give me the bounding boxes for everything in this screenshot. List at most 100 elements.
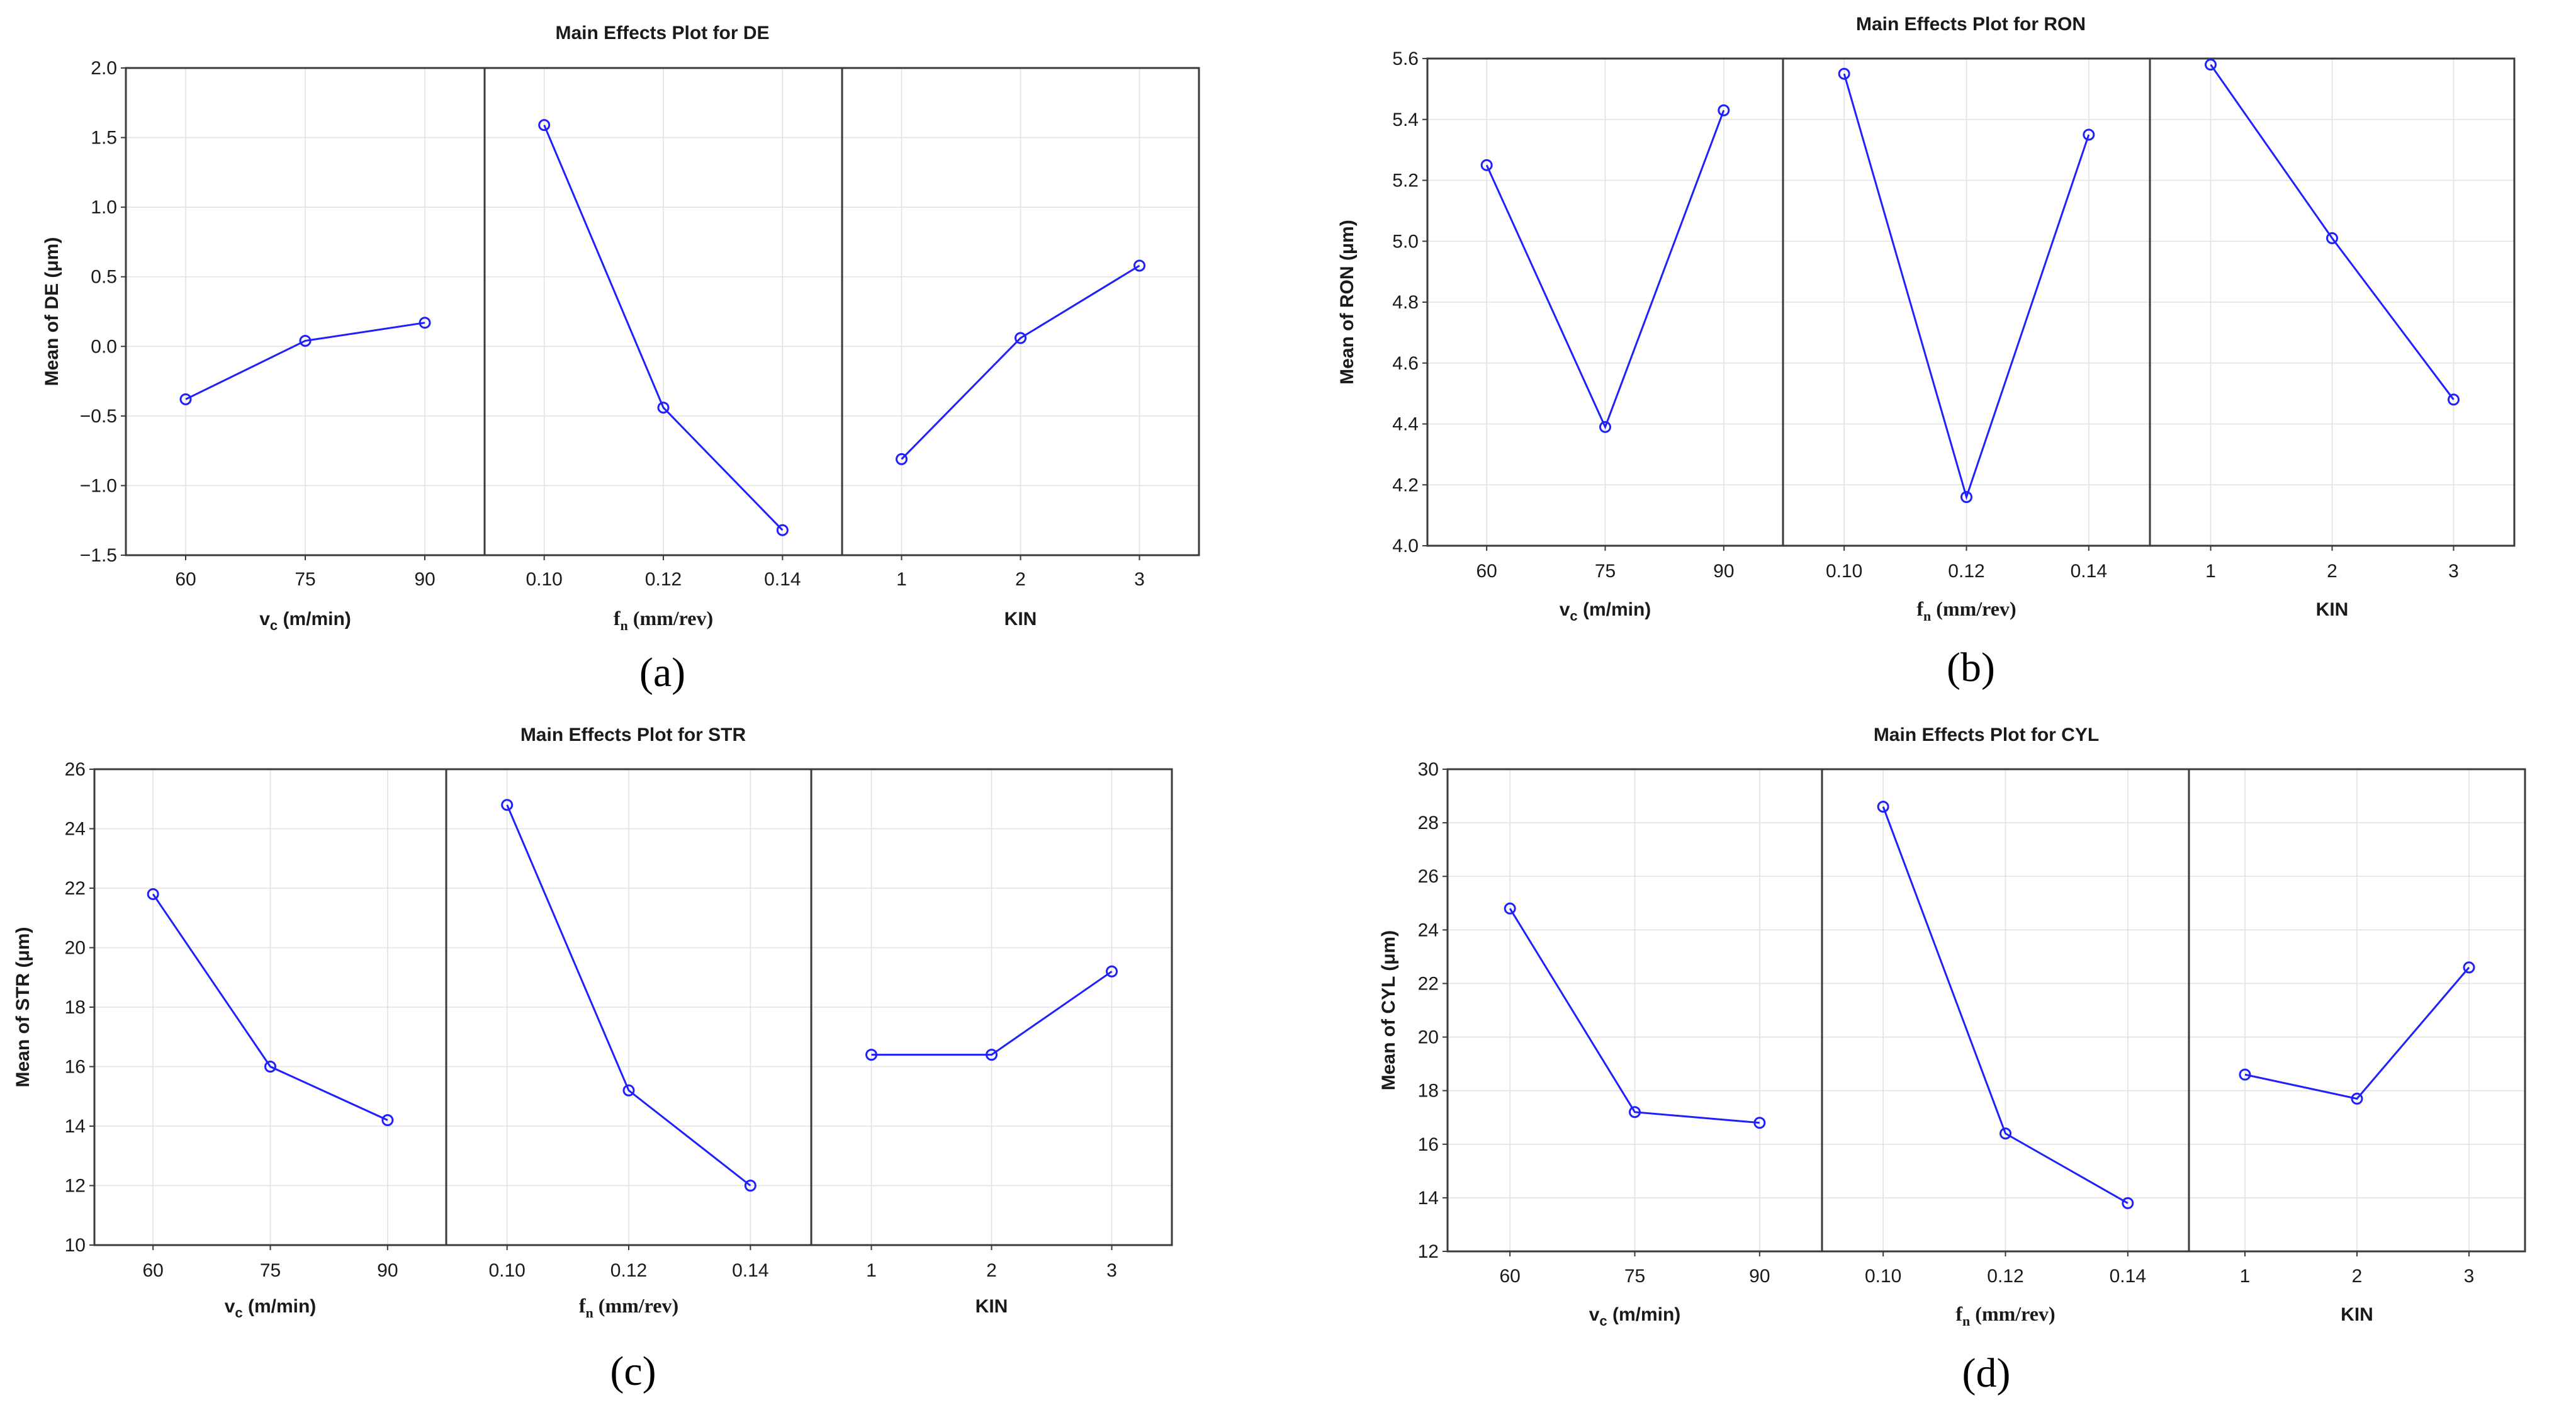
y-tick-label: 24 bbox=[1418, 920, 1439, 940]
data-point bbox=[501, 799, 514, 811]
x-tick-label: 0.12 bbox=[610, 1260, 647, 1281]
x-tick-label: 0.12 bbox=[645, 569, 682, 590]
data-point bbox=[1877, 801, 1889, 813]
x-axis-label: vc (m/min) bbox=[1560, 599, 1651, 624]
x-tick-label: 75 bbox=[260, 1260, 281, 1281]
y-tick-label: 10 bbox=[65, 1235, 86, 1256]
y-tick-label: 0.0 bbox=[91, 336, 117, 357]
series-line bbox=[901, 264, 1140, 460]
chart-c: Main Effects Plot for STR 26 24 22 20 18 16 14 1… bbox=[13, 725, 1173, 1394]
data-point bbox=[2326, 232, 2338, 244]
y-tick-label: 5.2 bbox=[1392, 171, 1419, 191]
y-tick-label: 26 bbox=[65, 759, 86, 780]
data-point bbox=[776, 524, 789, 536]
y-tick-label: 30 bbox=[1418, 759, 1439, 780]
y-tick-label: 12 bbox=[65, 1176, 86, 1197]
y-tick-label: 20 bbox=[65, 938, 86, 959]
x-tick-label: 0.14 bbox=[764, 569, 801, 590]
data-point bbox=[1999, 1127, 2011, 1140]
series-line bbox=[2210, 64, 2455, 400]
plot-frame bbox=[125, 67, 1200, 556]
y-tick-label: 1.0 bbox=[91, 197, 117, 218]
x-tick-label: 2 bbox=[2327, 561, 2337, 582]
series-line bbox=[185, 322, 425, 400]
y-tick-label: 4.4 bbox=[1392, 414, 1419, 435]
x-tick-label: 1 bbox=[896, 569, 907, 590]
y-axis-label: Mean of STR (μm) bbox=[13, 927, 33, 1087]
y-tick-label: 5.0 bbox=[1392, 231, 1419, 252]
data-point bbox=[1629, 1106, 1641, 1119]
x-tick-label: 75 bbox=[295, 569, 315, 590]
y-tick-label: −1.5 bbox=[80, 545, 117, 566]
x-axis-label: KIN bbox=[976, 1296, 1008, 1317]
data-point bbox=[381, 1114, 394, 1127]
panel-label: (d) bbox=[1962, 1350, 2011, 1396]
chart-d: Main Effects Plot for CYL 30 28 26 24 22 20 18 1… bbox=[1378, 725, 2526, 1396]
data-point bbox=[538, 119, 551, 132]
x-axis-label: fn (mm/rev) bbox=[614, 607, 713, 633]
y-tick-label: 4.6 bbox=[1392, 353, 1419, 374]
y-tick-label: 1.5 bbox=[91, 128, 117, 149]
x-tick-label: 0.12 bbox=[1948, 561, 1984, 582]
data-point bbox=[1015, 332, 1026, 344]
y-tick-label: 20 bbox=[1418, 1027, 1439, 1048]
x-tick-label: 0.10 bbox=[1865, 1266, 1901, 1287]
data-point bbox=[2463, 961, 2475, 974]
series-line bbox=[506, 804, 751, 1187]
series-line bbox=[1509, 908, 1760, 1124]
x-tick-label: 0.10 bbox=[526, 569, 562, 590]
y-tick-label: 18 bbox=[65, 997, 86, 1018]
data-point bbox=[2239, 1068, 2251, 1081]
series-line bbox=[1843, 73, 2090, 500]
data-point bbox=[1480, 159, 1493, 171]
x-tick-label: 0.14 bbox=[2071, 561, 2107, 582]
series-line bbox=[543, 125, 784, 531]
series-line bbox=[1882, 806, 2129, 1204]
y-tick-label: 28 bbox=[1418, 813, 1439, 833]
y-tick-label: 16 bbox=[65, 1057, 86, 1078]
x-tick-label: 60 bbox=[1476, 561, 1497, 582]
x-tick-label: 90 bbox=[414, 569, 435, 590]
x-tick-label: 90 bbox=[377, 1260, 398, 1281]
data-point bbox=[744, 1180, 756, 1192]
x-tick-label: 75 bbox=[1624, 1266, 1645, 1287]
x-tick-label: 75 bbox=[1595, 561, 1616, 582]
data-point bbox=[865, 1049, 877, 1061]
chart-title: Main Effects Plot for STR bbox=[520, 725, 746, 745]
series-line bbox=[152, 893, 388, 1121]
x-tick-label: 0.10 bbox=[1826, 561, 1862, 582]
data-point bbox=[896, 453, 908, 465]
data-point bbox=[1599, 420, 1611, 433]
data-point bbox=[1753, 1117, 1766, 1129]
x-tick-label: 90 bbox=[1713, 561, 1734, 582]
panel-label: (c) bbox=[610, 1348, 656, 1394]
data-point bbox=[1504, 902, 1516, 915]
x-tick-label: 3 bbox=[1106, 1260, 1117, 1281]
data-point bbox=[264, 1061, 276, 1073]
x-tick-label: 2 bbox=[1015, 569, 1026, 590]
x-tick-label: 60 bbox=[175, 569, 196, 590]
x-axis-label: KIN bbox=[2316, 599, 2349, 620]
x-tick-label: 0.10 bbox=[488, 1260, 525, 1281]
x-axis-label: KIN bbox=[2341, 1304, 2373, 1325]
x-tick-label: 90 bbox=[1749, 1266, 1770, 1287]
chart-a: Main Effects Plot for DE 2.0 1.5 1.0 0.5 0.0 −… bbox=[42, 23, 1200, 696]
x-tick-label: 60 bbox=[1499, 1266, 1520, 1287]
data-point bbox=[2122, 1197, 2134, 1209]
y-axis-label: Mean of DE (μm) bbox=[42, 237, 62, 386]
series-line bbox=[2244, 966, 2470, 1100]
plot-area bbox=[126, 68, 1199, 555]
series-line bbox=[1485, 110, 1725, 430]
x-tick-label: 1 bbox=[2240, 1266, 2251, 1287]
data-point bbox=[1838, 67, 1850, 80]
y-tick-label: 18 bbox=[1418, 1081, 1439, 1102]
y-tick-label: 4.8 bbox=[1392, 292, 1419, 313]
x-tick-label: 0.14 bbox=[2110, 1266, 2146, 1287]
x-axis-label: vc (m/min) bbox=[1589, 1304, 1681, 1329]
data-point bbox=[1133, 259, 1145, 272]
y-tick-label: −1.0 bbox=[80, 475, 117, 496]
y-tick-label: 4.0 bbox=[1392, 536, 1419, 556]
x-tick-label: 3 bbox=[2448, 561, 2459, 582]
y-tick-label: −0.5 bbox=[80, 406, 117, 427]
